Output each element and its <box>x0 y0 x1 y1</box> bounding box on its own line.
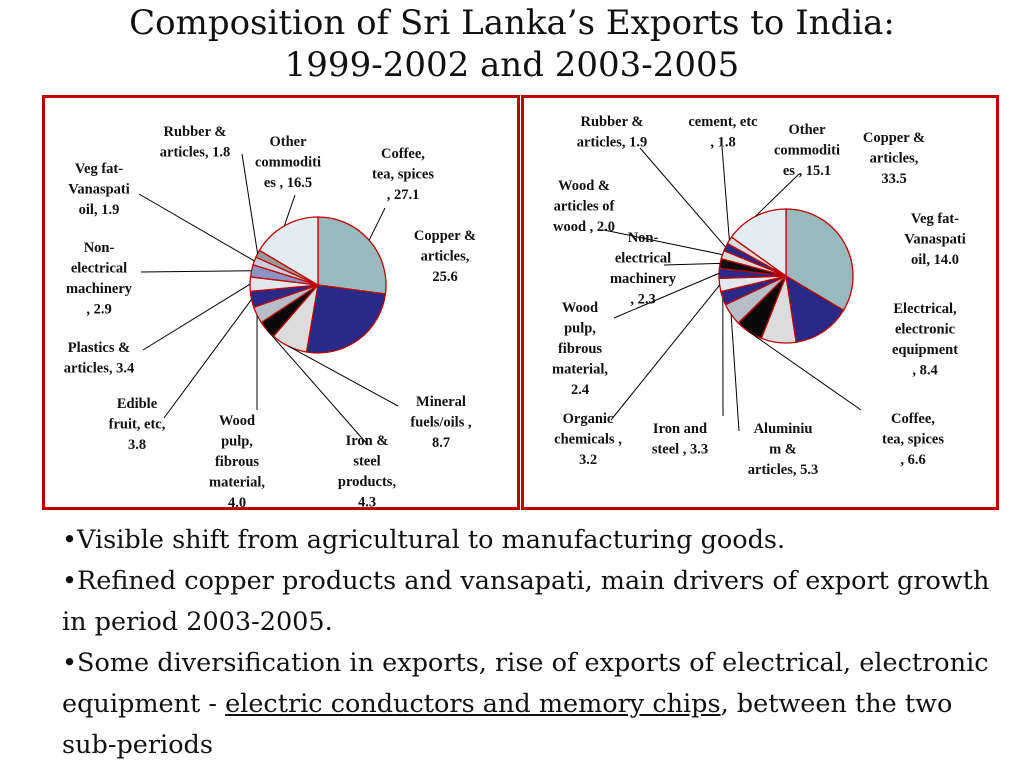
leader-line-wood-pulp <box>613 272 720 319</box>
data-label-organic-chemicals: Organic chemicals , 3.2 <box>554 411 622 468</box>
title-line-2: 1999-2002 and 2003-2005 <box>284 45 740 85</box>
data-label-other-commodities: Other commoditi es , 16.5 <box>255 134 321 191</box>
data-label-copper-articles: Copper & articles, 25.6 <box>414 228 476 285</box>
data-label-rubber: Rubber & articles, 1.8 <box>160 124 230 161</box>
data-label-wood-pulp: Wood pulp, fibrous material, 4.0 <box>209 413 265 511</box>
data-label-wood-pulp: Wood pulp, fibrous material, 2.4 <box>552 300 608 398</box>
leader-line-iron-steel-products <box>266 329 369 446</box>
electric-conductors-link[interactable]: electric conductors and memory chips <box>225 689 721 719</box>
pie-chart-2003-2005: Copper & articles, 33.5 Veg fat-Vanaspati oi… <box>552 114 966 478</box>
bullet-drivers: •Refined copper products and vansapati, … <box>62 566 990 637</box>
bullet-diversification-tail: , between the two sub-periods <box>62 689 953 760</box>
data-label-wood-articles: Wood & articles of wood , 2.0 <box>553 178 615 235</box>
leader-line-edible-fruit <box>163 299 252 419</box>
leader-line-plastics <box>142 283 251 351</box>
leader-line-cement <box>721 146 730 241</box>
leader-line-coffee-tea-spices <box>748 331 862 411</box>
leader-line-coffee-tea-spices <box>368 207 386 241</box>
data-label-veg-fat: Veg fat-Vanaspati oil, 1.9 <box>68 161 130 218</box>
leader-line-rubber <box>639 147 726 248</box>
data-label-non-electrical-machinery: Non-electrical machinery, 2.9 <box>66 240 133 318</box>
slide-title: Composition of Sri Lanka’s Exports to In… <box>0 2 1024 86</box>
pie-slice-copper-articles <box>305 284 387 354</box>
data-label-coffee-tea-spices: Coffee, tea, spices, 6.6 <box>882 411 944 468</box>
bullet-diversification-text: •Some diversification in exports, rise o… <box>62 648 989 719</box>
pie-chart-1999-2002: Coffee, tea, spices, 27.1 Copper & articles… <box>64 124 476 511</box>
bullet-shift: •Visible shift from agricultural to manu… <box>62 525 786 555</box>
title-line-1: Composition of Sri Lanka’s Exports to In… <box>129 3 895 43</box>
leader-line-non-electrical-machinery <box>663 262 721 266</box>
leader-line-non-electrical-machinery <box>140 270 252 273</box>
pie-slice-coffee-tea-spices <box>317 216 387 295</box>
data-label-rubber: Rubber & articles, 1.9 <box>577 114 647 151</box>
data-label-aluminium: Aluminiu m & articles, 5.3 <box>748 421 818 478</box>
leader-line-mineral-fuels <box>288 346 399 407</box>
leader-line-other-commodities <box>283 194 296 227</box>
leader-line-other-commodities <box>754 173 800 217</box>
data-label-copper-articles: Copper & articles, 33.5 <box>863 130 925 187</box>
leader-line-aluminium <box>730 314 740 432</box>
bullet-diversification: •Some diversification in exports, rise o… <box>62 643 1012 766</box>
pie-slice-veg-fat <box>785 274 845 343</box>
data-label-mineral-fuels: Mineral fuels/oils , 8.7 <box>410 394 472 451</box>
leader-line-rubber <box>241 153 259 254</box>
data-label-non-electrical-machinery: Non-electrical machinery, 2.3 <box>610 230 677 308</box>
data-label-iron-steel-products: Iron & steel products, 4.3 <box>338 433 397 511</box>
data-label-coffee-tea-spices: Coffee, tea, spices, 27.1 <box>372 146 434 203</box>
leader-line-wood-articles <box>603 229 723 256</box>
data-label-iron-steel: Iron and steel , 3.3 <box>652 421 708 458</box>
data-label-edible-fruit: Edible fruit, etc, 3.8 <box>109 396 166 453</box>
chart-panel-1999-2002: Coffee, tea, spices, 27.1 Copper & articles… <box>42 95 520 511</box>
data-label-other-commodities: Other commoditi es , 15.1 <box>774 122 840 179</box>
chart-panel-2003-2005: Copper & articles, 33.5 Veg fat-Vanaspati oi… <box>521 95 999 510</box>
leader-line-organic-chemicals <box>610 284 720 421</box>
data-label-veg-fat: Veg fat-Vanaspati oil, 14.0 <box>904 211 966 268</box>
data-label-plastics: Plastics & articles, 3.4 <box>64 340 134 377</box>
pie-slice-other-commodities <box>258 216 319 287</box>
data-label-electrical-equipment: Electrical, electronic equipment, 8.4 <box>892 301 958 379</box>
leader-line-veg-fat <box>138 193 255 262</box>
bullet-list: •Visible shift from agricultural to manu… <box>62 520 1012 766</box>
data-label-cement: cement, etc, 1.8 <box>688 114 758 151</box>
